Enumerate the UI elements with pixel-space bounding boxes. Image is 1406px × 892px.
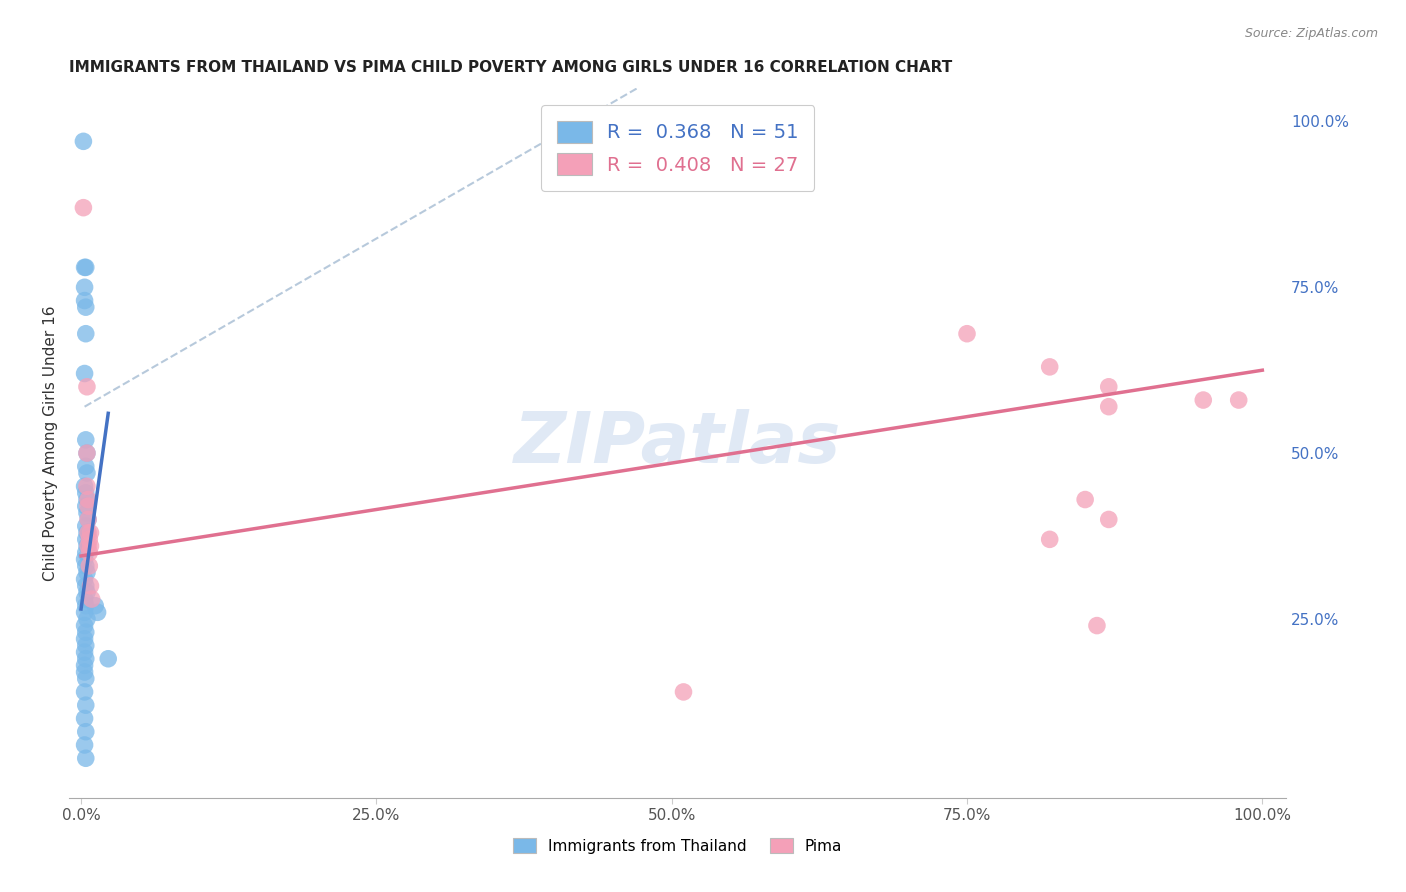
Legend: R =  0.368   N = 51, R =  0.408   N = 27: R = 0.368 N = 51, R = 0.408 N = 27 [541, 105, 814, 191]
Point [77, 539, 100, 553]
Point [76, 506, 98, 520]
Text: Source: ZipAtlas.com: Source: ZipAtlas.com [1244, 27, 1378, 40]
Point [75, 546, 97, 560]
Point [75, 519, 97, 533]
Point [77, 512, 100, 526]
Point [75, 459, 97, 474]
Point [86, 605, 108, 619]
Point [97, 652, 120, 666]
Point [73, 367, 96, 381]
Point [73, 572, 96, 586]
Point [75, 326, 97, 341]
Text: ZIPatlas: ZIPatlas [515, 409, 841, 477]
Point [75, 433, 97, 447]
Point [672, 685, 695, 699]
Point [75, 652, 97, 666]
Point [76, 466, 98, 480]
Point [75, 533, 97, 547]
Point [72, 134, 94, 148]
Point [79, 533, 101, 547]
Point [73, 632, 96, 646]
Point [73, 592, 96, 607]
Point [76, 525, 98, 540]
Point [79, 579, 101, 593]
Point [1098, 512, 1121, 526]
Point [84, 599, 107, 613]
Point [79, 546, 101, 560]
Point [76, 380, 98, 394]
Point [73, 479, 96, 493]
Point [75, 724, 97, 739]
Point [79, 558, 101, 573]
Point [73, 665, 96, 679]
Point [1039, 359, 1062, 374]
Point [76, 446, 98, 460]
Y-axis label: Child Poverty Among Girls Under 16: Child Poverty Among Girls Under 16 [44, 305, 58, 581]
Point [76, 585, 98, 599]
Point [1192, 392, 1215, 407]
Point [79, 539, 101, 553]
Point [75, 639, 97, 653]
Point [956, 326, 979, 341]
Point [73, 293, 96, 308]
Point [77, 499, 100, 513]
Point [77, 525, 100, 540]
Point [1039, 533, 1062, 547]
Point [75, 672, 97, 686]
Point [75, 625, 97, 640]
Point [76, 612, 98, 626]
Point [77, 492, 100, 507]
Point [76, 446, 98, 460]
Point [1098, 380, 1121, 394]
Point [73, 658, 96, 673]
Point [75, 499, 97, 513]
Point [77, 512, 100, 526]
Point [75, 558, 97, 573]
Point [1098, 400, 1121, 414]
Point [1074, 492, 1097, 507]
Point [75, 300, 97, 314]
Point [72, 201, 94, 215]
Point [76, 492, 98, 507]
Point [73, 711, 96, 725]
Point [73, 260, 96, 275]
Point [80, 592, 103, 607]
Point [73, 645, 96, 659]
Point [73, 618, 96, 632]
Point [79, 525, 101, 540]
Point [75, 260, 97, 275]
Point [73, 685, 96, 699]
Point [73, 605, 96, 619]
Point [75, 698, 97, 713]
Point [75, 751, 97, 765]
Point [73, 280, 96, 294]
Point [73, 738, 96, 752]
Point [75, 599, 97, 613]
Point [75, 486, 97, 500]
Point [76, 479, 98, 493]
Point [1085, 618, 1108, 632]
Text: IMMIGRANTS FROM THAILAND VS PIMA CHILD POVERTY AMONG GIRLS UNDER 16 CORRELATION : IMMIGRANTS FROM THAILAND VS PIMA CHILD P… [69, 60, 952, 75]
Point [73, 552, 96, 566]
Point [1227, 392, 1250, 407]
Point [75, 579, 97, 593]
Point [76, 539, 98, 553]
Point [76, 566, 98, 580]
